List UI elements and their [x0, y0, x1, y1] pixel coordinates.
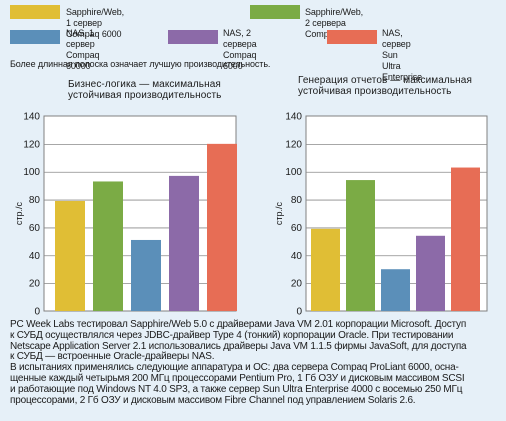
bar-2	[346, 180, 375, 311]
legend-label-1: Sapphire/Web, 1 сервер Compaq 6000	[66, 7, 125, 39]
y-axis-label: стр./с	[14, 201, 24, 225]
y-tick-label: 100	[23, 167, 40, 178]
y-tick-label: 0	[296, 307, 302, 318]
y-tick-label: 80	[291, 195, 303, 206]
legend-label-3: NAS, 1 сервер Compaq 60000	[66, 28, 100, 71]
bar-5	[451, 167, 480, 311]
bar-5	[207, 143, 237, 311]
bar-2	[93, 181, 123, 311]
y-tick-label: 0	[34, 307, 40, 318]
y-tick-label: 100	[285, 167, 302, 178]
y-tick-label: 80	[29, 195, 41, 206]
chart-1: 0 20 40 60 80 100 120 140 стр./с	[14, 112, 237, 318]
legend-swatch-1	[10, 5, 60, 19]
chart-title-business-logic: Бизнес-логика — максимальная устойчивая …	[68, 79, 222, 101]
chart-2: 0 20 40 60 80 100 120 140 стр./с	[274, 112, 488, 318]
legend-swatch-2	[250, 5, 300, 19]
y-tick-label: 140	[23, 112, 40, 123]
y-tick-label: 60	[29, 223, 41, 234]
y-axis-label: стр./с	[274, 201, 284, 225]
legend: Sapphire/Web, 1 сервер Compaq 6000 Sapph…	[0, 0, 506, 82]
y-tick-label: 120	[285, 139, 302, 150]
bar-1	[55, 200, 85, 311]
legend-label-5: NAS, сервер Sun Ultra Enterprise	[382, 28, 423, 82]
y-tick-label: 20	[291, 279, 303, 290]
legend-swatch-3	[10, 30, 60, 44]
bar-4	[169, 175, 199, 311]
legend-label-4: NAS, 2 сервера Compaq 6000	[223, 28, 257, 71]
bar-3	[381, 269, 410, 311]
bar-1	[311, 228, 340, 311]
y-tick-label: 140	[285, 112, 302, 123]
chart-title-report-generation: Генерация отчетов — максимальная устойчи…	[298, 75, 472, 97]
body-text: PC Week Labs тестировал Sapphire/Web 5.0…	[10, 319, 467, 406]
legend-note: Более длинная полоска означает лучшую пр…	[10, 59, 271, 69]
y-tick-label: 20	[29, 279, 41, 290]
legend-swatch-4	[168, 30, 218, 44]
y-tick-label: 40	[291, 251, 303, 262]
y-tick-label: 60	[291, 223, 303, 234]
y-tick-label: 40	[29, 251, 41, 262]
y-tick-label: 120	[23, 139, 40, 150]
legend-swatch-5	[327, 30, 377, 44]
bar-4	[416, 235, 445, 311]
bar-3	[131, 239, 161, 311]
